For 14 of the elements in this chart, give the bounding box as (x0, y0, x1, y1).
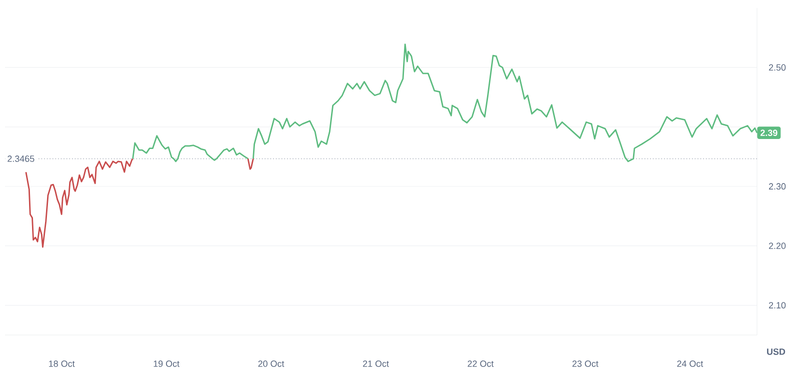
x-tick-label: 19 Oct (154, 360, 180, 367)
x-tick-label: 23 Oct (572, 360, 598, 367)
x-tick-label: 20 Oct (258, 360, 284, 367)
x-tick-label: 18 Oct (49, 360, 75, 367)
y-tick-label: 2.50 (768, 64, 786, 71)
y-tick-label: 2.10 (768, 302, 786, 308)
ref-line-label: 2.3465 (8, 156, 34, 162)
y-tick-label: 2.20 (768, 242, 786, 249)
y-tick-label: 2.30 (768, 183, 786, 190)
x-tick-label: 24 Oct (677, 360, 704, 367)
annotation: 2.39 (760, 130, 778, 136)
x-tick-label: 22 Oct (468, 360, 494, 367)
y-axis-title: USD (767, 348, 786, 355)
x-tick-label: 21 Oct (363, 360, 389, 367)
